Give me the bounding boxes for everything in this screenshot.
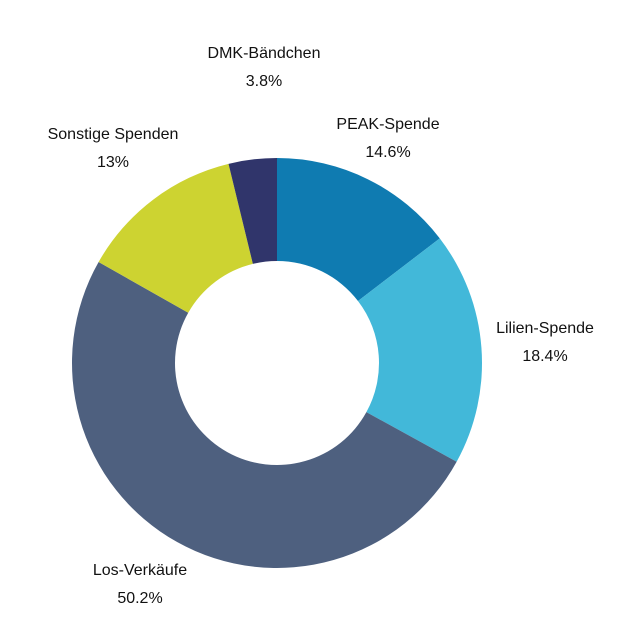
slice-value-peak-spende: 14.6% — [365, 144, 410, 161]
slice-value-los-verkaeufe: 50.2% — [117, 590, 162, 607]
slice-label-sonstige-spenden: Sonstige Spenden — [48, 126, 179, 143]
slices-layer — [72, 158, 482, 568]
slice-sonstige-spenden — [98, 163, 253, 313]
slice-value-dmk-baendchen: 3.8% — [246, 73, 282, 90]
labels-layer: PEAK-Spende 14.6% Lilien-Spende 18.4% Los-Ve… — [48, 45, 594, 607]
slice-peak-spende — [277, 158, 440, 301]
slice-lilien-spende — [357, 238, 482, 462]
slice-label-peak-spende: PEAK-Spende — [336, 116, 439, 133]
slice-label-los-verkaeufe: Los-Verkäufe — [93, 562, 187, 579]
slice-dmk-baendchen — [228, 158, 277, 264]
slice-value-lilien-spende: 18.4% — [522, 348, 567, 365]
slice-value-sonstige-spenden: 13% — [97, 154, 129, 171]
slice-los-verkaeufe — [72, 261, 457, 568]
slice-label-dmk-baendchen: DMK-Bändchen — [208, 45, 321, 62]
slice-label-lilien-spende: Lilien-Spende — [496, 320, 594, 337]
